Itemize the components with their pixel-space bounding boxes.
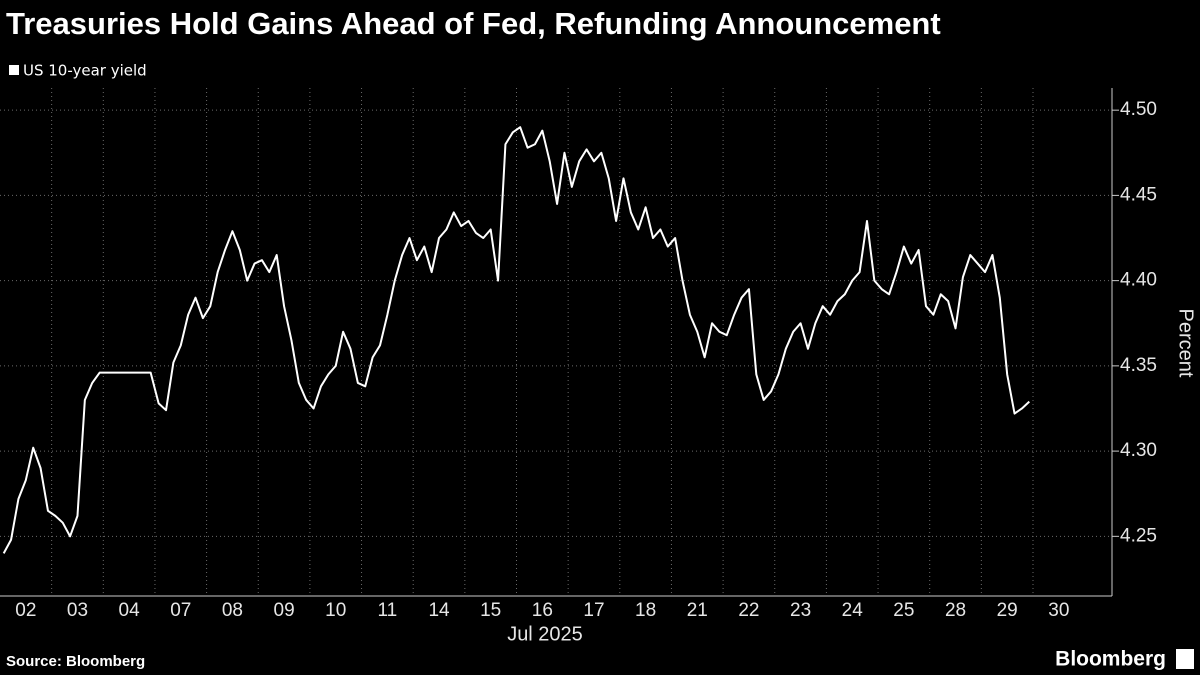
x-tick-label: 03 [67, 600, 88, 621]
x-tick-label: 09 [274, 600, 295, 621]
x-tick-label: 16 [532, 600, 553, 621]
y-tick-label: 4.25 [1120, 525, 1157, 546]
x-tick-label: 30 [1048, 600, 1069, 621]
x-tick-label: 07 [170, 600, 191, 621]
x-tick-label: 11 [378, 600, 398, 621]
x-tick-label: 25 [893, 600, 914, 621]
x-tick-label: 23 [790, 600, 811, 621]
y-tick-label: 4.35 [1120, 355, 1157, 376]
y-tick-label: 4.45 [1120, 184, 1157, 205]
x-tick-label: 08 [222, 600, 243, 621]
x-tick-label: 10 [325, 600, 346, 621]
series-line [2, 126, 1030, 554]
logo-icon [1176, 649, 1194, 669]
legend-swatch [9, 65, 19, 75]
x-tick-label: 28 [945, 600, 966, 621]
x-tick-label: 29 [997, 600, 1018, 621]
x-axis-label: Jul 2025 [507, 623, 583, 645]
y-tick-label: 4.50 [1120, 99, 1157, 120]
x-tick-label: 14 [428, 600, 450, 621]
logo: Bloomberg [1055, 648, 1166, 671]
x-tick-label: 15 [480, 600, 501, 621]
chart-title: Treasuries Hold Gains Ahead of Fed, Refu… [6, 6, 941, 41]
y-tick-label: 4.30 [1120, 440, 1157, 461]
x-tick-label: 24 [842, 600, 864, 621]
x-tick-label: 17 [583, 600, 604, 621]
source: Source: Bloomberg [6, 653, 145, 670]
y-axis-label: Percent [1175, 309, 1197, 378]
x-tick-label: 02 [15, 600, 36, 621]
x-tick-label: 04 [119, 600, 141, 621]
x-tick-label: 18 [635, 600, 656, 621]
x-tick-label: 21 [687, 600, 708, 621]
x-tick-label: 22 [738, 600, 759, 621]
legend-label: US 10-year yield [23, 62, 147, 80]
y-tick-label: 4.40 [1120, 270, 1157, 291]
